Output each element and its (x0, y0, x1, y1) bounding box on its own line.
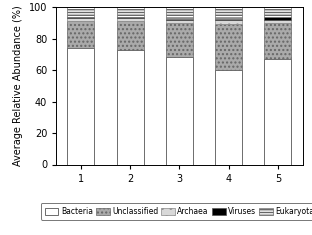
Bar (264, 59, 291, 164)
Bar (117, 50, 144, 164)
Bar (166, 20, 193, 23)
Bar (264, 20, 291, 23)
Bar (166, 7, 193, 19)
Bar (67, 48, 95, 164)
Bar (67, 18, 95, 21)
Bar (117, 17, 144, 18)
Bar (215, 19, 242, 20)
Bar (166, 57, 193, 164)
Bar (215, 24, 242, 70)
Bar (117, 21, 144, 50)
Bar (215, 20, 242, 24)
Y-axis label: Average Relative Abundance (%): Average Relative Abundance (%) (13, 5, 23, 166)
Bar (264, 23, 291, 59)
Bar (215, 70, 242, 164)
Bar (67, 17, 95, 18)
Bar (117, 18, 144, 21)
Bar (215, 7, 242, 19)
Bar (264, 17, 291, 20)
Legend: Bacteria, Unclassified, Archaea, Viruses, Eukaryota: Bacteria, Unclassified, Archaea, Viruses… (41, 203, 312, 219)
Bar (117, 7, 144, 17)
Bar (67, 21, 95, 48)
Bar (166, 19, 193, 20)
Bar (67, 7, 95, 17)
Bar (166, 23, 193, 57)
Bar (264, 7, 291, 17)
